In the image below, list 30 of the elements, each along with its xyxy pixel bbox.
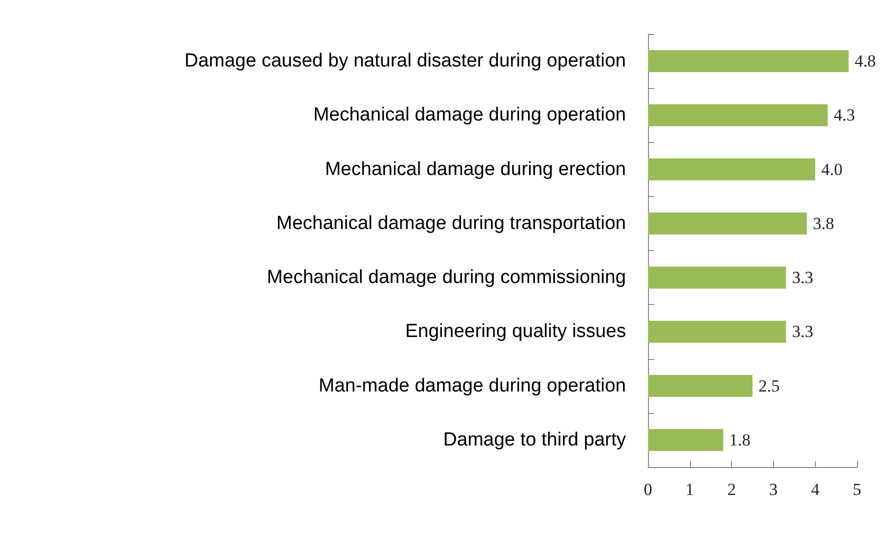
x-tick-label: 5 [852, 480, 862, 499]
y-tick-label: Damage caused by natural disaster during operation [184, 50, 626, 72]
bar [648, 212, 807, 234]
x-tick-label: 2 [727, 480, 736, 499]
bar [648, 428, 724, 451]
bar [648, 158, 816, 180]
data-label: 1.8 [729, 430, 750, 450]
data-label: 3.8 [812, 214, 834, 233]
bar [648, 266, 786, 289]
data-label: 2.5 [758, 376, 780, 396]
data-label: 4.0 [821, 160, 842, 179]
bar [648, 374, 752, 397]
data-label: 3.3 [792, 322, 814, 342]
data-label: 4.3 [834, 106, 855, 125]
y-tick-label: Mechanical damage during transportation [276, 212, 626, 234]
x-tick-label: 1 [686, 480, 694, 499]
bar [648, 320, 786, 343]
bar [648, 104, 828, 126]
y-tick-label: Mechanical damage during commissioning [266, 267, 626, 288]
x-tick-label: 3 [769, 480, 778, 499]
data-label: 3.3 [792, 268, 814, 288]
y-tick-label: Mechanical damage during operation [313, 104, 626, 126]
y-tick-label: Man-made damage during operation [318, 375, 626, 396]
bar [648, 50, 849, 72]
x-tick-label: 4 [810, 480, 820, 499]
y-tick-label: Engineering quality issues [405, 321, 626, 342]
y-tick-label: Mechanical damage during erection [324, 158, 626, 180]
data-label: 4.8 [854, 52, 876, 71]
y-tick-label: Damage to third party [443, 429, 626, 450]
x-tick-label: 0 [644, 480, 652, 499]
